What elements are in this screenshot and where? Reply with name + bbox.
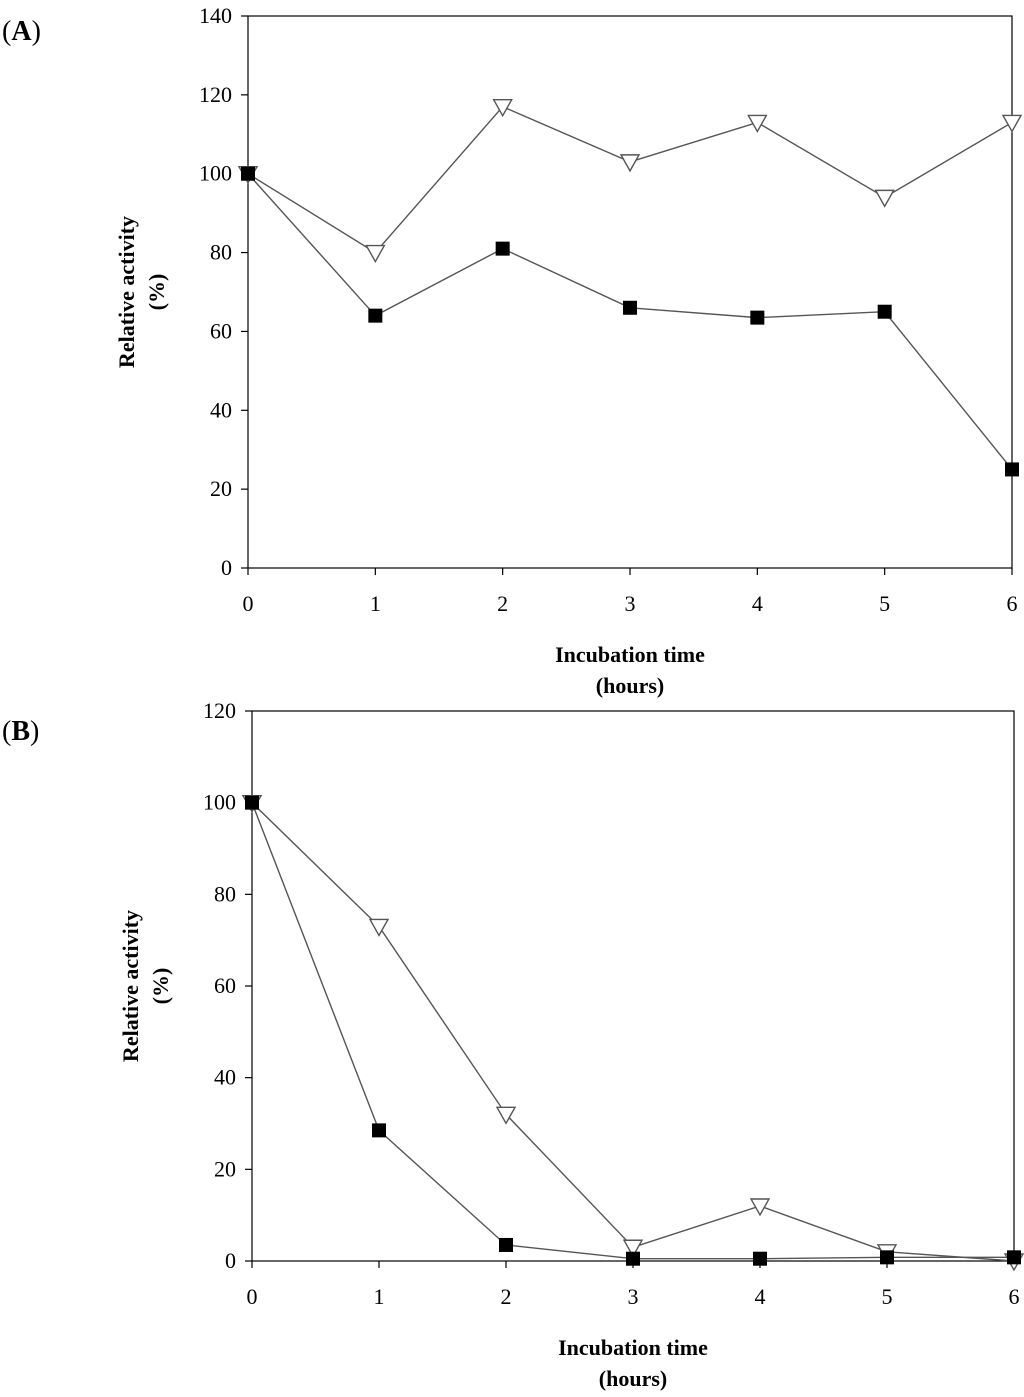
data-point-triangle xyxy=(619,154,641,173)
data-point-square xyxy=(241,166,255,181)
x-axis-title: (hours) xyxy=(596,673,664,698)
data-point-square xyxy=(1005,462,1019,477)
data-point-square xyxy=(1007,1250,1021,1265)
x-tick-label: 4 xyxy=(755,1284,766,1309)
y-tick-label: 20 xyxy=(214,1156,236,1181)
y-tick-label: 20 xyxy=(210,476,232,501)
y-tick-label: 100 xyxy=(199,161,232,186)
data-point-square xyxy=(368,308,383,323)
y-tick-label: 0 xyxy=(225,1248,236,1273)
x-tick-label: 0 xyxy=(243,591,254,616)
series-line-triangles xyxy=(251,802,1015,1262)
series-line-squares xyxy=(247,173,1013,470)
x-tick-label: 3 xyxy=(628,1284,639,1309)
chart-b: 0 20 40 60 80 100 120 0 1 2 3 4 5 6 Incubation time (ho… xyxy=(118,698,1024,1391)
data-point-square xyxy=(626,1251,640,1266)
y-axis-title: Relative activity xyxy=(118,910,143,1062)
y-tick-label: 0 xyxy=(221,555,232,580)
data-point-triangle xyxy=(365,244,386,263)
x-tick-label: 4 xyxy=(752,591,763,616)
chart-a: 0 20 40 60 80 100 120 140 0 1 2 3 4 5 6 Incubation time… xyxy=(114,3,1023,698)
plot-frame xyxy=(247,15,1013,569)
x-tick-label: 3 xyxy=(625,591,636,616)
data-point-triangle xyxy=(495,1106,517,1125)
series-line-squares xyxy=(251,802,1014,1260)
y-tick-label: 120 xyxy=(199,82,232,107)
data-point-triangle xyxy=(492,98,513,118)
data-point-triangle xyxy=(368,918,390,937)
y-axis-title: Relative activity xyxy=(114,216,139,368)
data-point-square xyxy=(499,1237,513,1252)
x-tick-label: 1 xyxy=(370,591,381,616)
data-point-square xyxy=(880,1250,894,1265)
y-axis-title: (%) xyxy=(148,968,173,1005)
x-tick-label: 6 xyxy=(1007,591,1018,616)
y-tick-label: 60 xyxy=(210,318,232,343)
chart-panel-b: (B) 0 20 40 60 80 100 120 0 1 2 3 4 5 6 Incubation tim… xyxy=(0,698,1024,1397)
series-line-triangles xyxy=(247,105,1013,254)
y-tick-label: 140 xyxy=(199,3,232,28)
y-tick-label: 100 xyxy=(203,790,236,815)
data-point-square xyxy=(245,795,259,810)
x-axis-title: Incubation time xyxy=(558,1335,708,1360)
x-tick-label: 2 xyxy=(497,591,508,616)
y-tick-label: 80 xyxy=(210,240,232,265)
y-axis-title: (%) xyxy=(144,274,169,311)
x-tick-label: 1 xyxy=(374,1284,385,1309)
x-tick-label: 5 xyxy=(879,591,890,616)
x-tick-label: 5 xyxy=(882,1284,893,1309)
data-point-square xyxy=(753,1251,767,1266)
data-point-square xyxy=(750,310,765,325)
data-point-square xyxy=(877,304,892,319)
x-tick-label: 6 xyxy=(1009,1284,1020,1309)
data-point-triangle xyxy=(622,1239,644,1258)
data-point-triangle xyxy=(749,1198,771,1217)
data-point-triangle xyxy=(1001,114,1023,133)
y-tick-label: 120 xyxy=(203,698,236,723)
y-tick-label: 40 xyxy=(210,397,232,422)
panel-label-b: (B) xyxy=(2,716,40,747)
data-point-triangle xyxy=(747,114,768,133)
x-axis-title: Incubation time xyxy=(555,642,705,667)
data-point-triangle xyxy=(874,189,895,208)
data-point-square xyxy=(372,1123,386,1138)
x-tick-label: 2 xyxy=(501,1284,512,1309)
x-axis-title: (hours) xyxy=(599,1366,667,1391)
y-tick-label: 40 xyxy=(214,1065,236,1090)
y-tick-label: 80 xyxy=(214,881,236,906)
panel-label-a: (A) xyxy=(2,16,41,47)
data-point-square xyxy=(495,241,510,256)
chart-panel-a: (A) 0 20 40 60 80 100 120 140 0 1 2 3 4 5 6 Incubation … xyxy=(2,3,1023,698)
x-tick-label: 0 xyxy=(247,1284,258,1309)
data-point-square xyxy=(623,300,637,315)
plot-frame xyxy=(251,710,1015,1262)
y-tick-label: 60 xyxy=(214,973,236,998)
